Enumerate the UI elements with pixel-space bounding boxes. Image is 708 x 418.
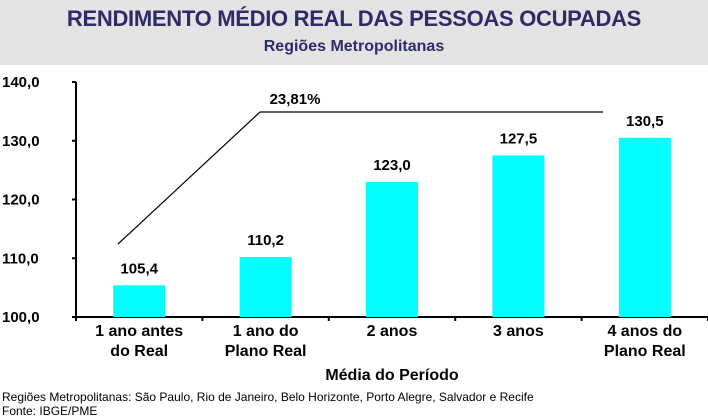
x-tick-label: Plano Real — [604, 343, 686, 360]
footnote-source: Fonte: IBGE/PME — [2, 404, 98, 418]
x-tick-label: 3 anos — [493, 323, 544, 340]
x-tick-label: 1 ano do — [233, 323, 299, 340]
y-tick-label: 120,0 — [2, 192, 40, 209]
y-tick-label: 140,0 — [2, 74, 40, 91]
bar-value-label: 127,5 — [500, 130, 538, 147]
bar — [239, 257, 292, 317]
bar — [366, 181, 418, 317]
x-tick-label: do Real — [110, 343, 168, 360]
x-tick-label: Plano Real — [225, 343, 307, 360]
x-axis-label: Média do Período — [325, 367, 459, 384]
bar — [113, 285, 166, 317]
bar-value-label: 123,0 — [373, 157, 411, 174]
bar-value-label: 110,2 — [247, 232, 284, 249]
y-tick-label: 110,0 — [2, 250, 39, 267]
y-tick-label: 100,0 — [2, 309, 40, 326]
bar-value-label: 130,5 — [626, 113, 664, 130]
header-band: RENDIMENTO MÉDIO REAL DAS PESSOAS OCUPAD… — [0, 0, 708, 65]
x-tick-label: 2 anos — [367, 323, 418, 340]
chart-subtitle: Regiões Metropolitanas — [263, 38, 445, 55]
growth-annotation-label: 23,81% — [270, 91, 321, 108]
x-tick-label: 1 ano antes — [95, 323, 183, 340]
x-tick-label: 4 anos do — [607, 323, 682, 340]
growth-annotation-line — [117, 111, 603, 245]
bar — [618, 137, 671, 317]
bar-value-label: 105,4 — [120, 260, 158, 277]
bar — [492, 155, 545, 317]
y-tick-label: 130,0 — [2, 133, 40, 150]
chart-title: RENDIMENTO MÉDIO REAL DAS PESSOAS OCUPAD… — [66, 6, 642, 31]
footnote-regions: Regiões Metropolitanas: São Paulo, Rio d… — [2, 390, 534, 404]
